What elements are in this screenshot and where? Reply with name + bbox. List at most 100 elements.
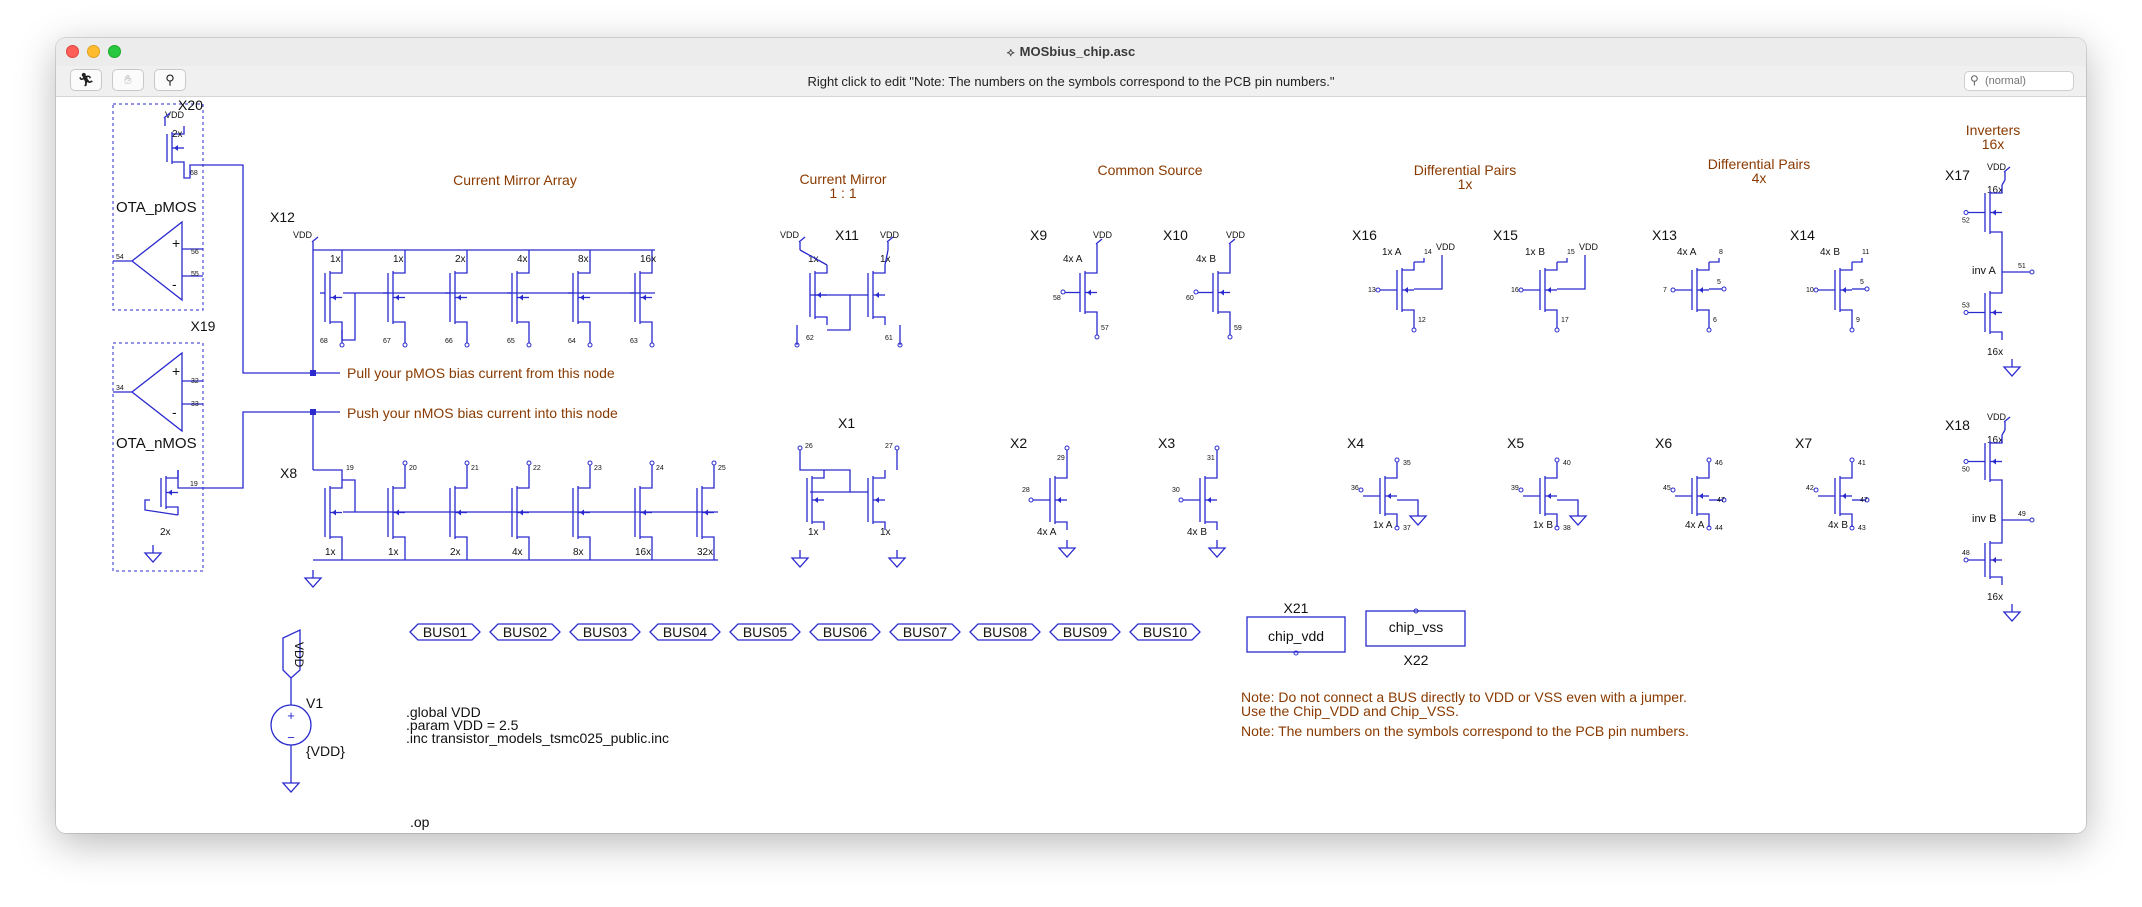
pin-terminal[interactable] [1963, 210, 1969, 215]
halt-button[interactable]: ✋︎ [112, 69, 144, 91]
pin-terminal[interactable] [1227, 334, 1233, 340]
dp-p-mos-4-drain [1840, 309, 1853, 318]
probe-button[interactable]: ⚲ [154, 69, 186, 91]
search-input[interactable] [1985, 74, 2069, 88]
pin-terminal[interactable] [1849, 457, 1855, 463]
pin-terminal[interactable] [526, 460, 532, 466]
close-button[interactable] [66, 45, 79, 58]
directive-param: .param VDD = 2.5 [406, 717, 519, 733]
chip-vss-block[interactable] [1365, 610, 1466, 647]
pin-terminal[interactable] [711, 460, 717, 466]
dp-n-mos-3-drain [1697, 513, 1710, 522]
pin-terminal[interactable] [526, 342, 532, 348]
dp-p-vdd-2: VDD [1579, 242, 1599, 252]
dp-n-ref-2: X5 [1507, 435, 1524, 451]
pin-terminal[interactable] [1394, 525, 1400, 531]
bus-flag-2[interactable] [489, 623, 561, 641]
pin-terminal[interactable] [1554, 525, 1560, 531]
pin-terminal[interactable] [1706, 525, 1712, 531]
pin-terminal[interactable] [1394, 457, 1400, 463]
dp-p-size-2: 1x B [1525, 247, 1545, 258]
note-pins[interactable]: Note: The numbers on the symbols corresp… [1241, 723, 1689, 739]
pin-terminal[interactable] [1028, 497, 1034, 503]
pin-terminal[interactable] [794, 342, 800, 348]
zoom-button[interactable] [108, 45, 121, 58]
pin-terminal[interactable] [649, 460, 655, 466]
run-button[interactable]: 🏃︎ [70, 69, 102, 91]
search-box[interactable]: ⚲ [1964, 71, 2074, 91]
pin-terminal[interactable] [339, 342, 345, 348]
schematic-canvas[interactable]: Current Mirror Array Current Mirror 1 : 1 C… [56, 97, 2086, 833]
pin-terminal[interactable] [587, 460, 593, 466]
bus-flag-5[interactable] [729, 623, 801, 641]
pin-terminal[interactable] [1849, 327, 1855, 333]
ota-nmos-box[interactable] [112, 342, 204, 572]
pin-terminal[interactable] [2029, 269, 2035, 275]
pin-terminal[interactable] [1706, 457, 1712, 463]
pin-terminal[interactable] [649, 342, 655, 348]
pin-terminal[interactable] [1813, 487, 1819, 493]
pin-terminal[interactable] [1963, 310, 1969, 315]
pin-terminal[interactable] [464, 342, 470, 348]
pin-terminal[interactable] [1670, 487, 1676, 493]
pin-terminal[interactable] [1413, 608, 1419, 614]
pin-terminal[interactable] [1214, 445, 1220, 451]
pin-terminal[interactable] [1554, 457, 1560, 463]
dp-p-mos-4-source [1840, 262, 1853, 271]
pin-terminal[interactable] [797, 445, 803, 451]
nmos-array-size-1: 1x [325, 547, 336, 558]
pin-terminal[interactable] [894, 445, 900, 451]
ota-pmos-box[interactable] [112, 103, 204, 311]
pin-terminal[interactable] [1813, 287, 1819, 293]
pin-terminal[interactable] [402, 342, 408, 348]
minimize-button[interactable] [87, 45, 100, 58]
pin-terminal[interactable] [1963, 557, 1969, 563]
ground-icon [1408, 515, 1428, 526]
pin-terminal[interactable] [587, 342, 593, 348]
chip-vdd-block[interactable] [1246, 616, 1346, 653]
pin-terminal[interactable] [1963, 459, 1969, 464]
mirror-p-size-2: 1x [880, 254, 891, 265]
dp-n-src-pin-2: 38 [1563, 525, 1571, 532]
pin-terminal[interactable] [1293, 650, 1299, 656]
bus-flag-4[interactable] [649, 623, 721, 641]
cs-n-drain-pin-2: 31 [1207, 455, 1215, 462]
pin-terminal[interactable] [1375, 287, 1381, 293]
pin-terminal[interactable] [1518, 487, 1524, 493]
bus-flag-3[interactable] [569, 623, 641, 641]
vdd-net-flag[interactable] [282, 628, 301, 679]
pin-terminal[interactable] [2029, 517, 2035, 523]
dp-n-gate-pin-2: 39 [1511, 485, 1519, 492]
pin-terminal[interactable] [1864, 497, 1870, 503]
pin-terminal[interactable] [1358, 487, 1364, 493]
bus-flag-1[interactable] [409, 623, 481, 641]
mirror-p-size-1: 1x [808, 254, 819, 265]
pin-terminal[interactable] [1193, 289, 1199, 295]
pin-terminal[interactable] [1094, 334, 1100, 340]
pin-terminal[interactable] [1849, 525, 1855, 531]
pin-terminal[interactable] [464, 460, 470, 466]
bus-flag-10[interactable] [1129, 623, 1201, 641]
pmos-array-pin-3: 66 [445, 338, 453, 345]
pin-terminal[interactable] [1864, 286, 1870, 292]
pin-terminal[interactable] [1064, 445, 1070, 451]
pin-terminal[interactable] [1554, 327, 1560, 333]
wire [1414, 258, 1425, 263]
pin-terminal[interactable] [1721, 286, 1727, 292]
pin-terminal[interactable] [402, 460, 408, 466]
pin-terminal[interactable] [1411, 327, 1417, 333]
bus-flag-6[interactable] [809, 623, 881, 641]
ota-nmos-label: OTA_nMOS [116, 435, 197, 452]
bus-flag-9[interactable] [1049, 623, 1121, 641]
pin-terminal[interactable] [1721, 497, 1727, 503]
pin-terminal[interactable] [1518, 287, 1524, 293]
pin-terminal[interactable] [1178, 497, 1184, 503]
pin-terminal[interactable] [1706, 327, 1712, 333]
pin-terminal[interactable] [1060, 289, 1066, 295]
directive-inc: .inc transistor_models_tsmc025_public.in… [406, 730, 669, 746]
pin-terminal[interactable] [1670, 287, 1676, 293]
bus-flag-8[interactable] [969, 623, 1041, 641]
bus-flag-7[interactable] [889, 623, 961, 641]
pin-terminal[interactable] [897, 342, 903, 348]
